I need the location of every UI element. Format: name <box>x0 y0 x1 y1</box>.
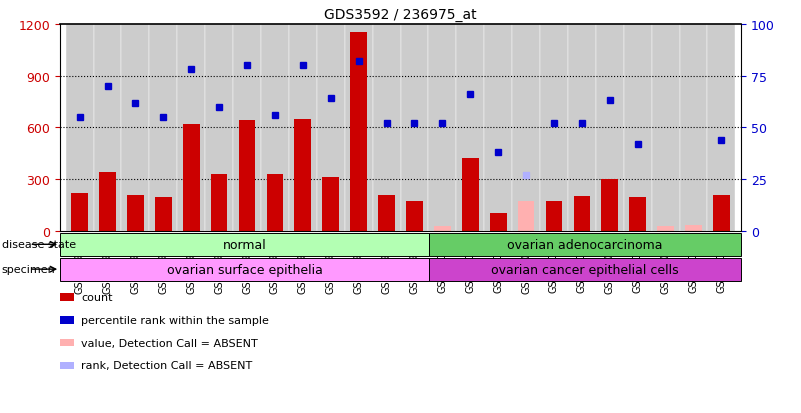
Bar <box>485 25 512 231</box>
Bar <box>289 25 316 231</box>
Text: specimen: specimen <box>2 264 55 275</box>
Bar <box>406 201 423 231</box>
Text: count: count <box>81 292 112 302</box>
Bar <box>489 213 506 231</box>
Text: rank, Detection Call = ABSENT: rank, Detection Call = ABSENT <box>81 361 252 370</box>
Bar <box>707 25 735 231</box>
Bar <box>685 225 702 231</box>
Bar <box>295 119 312 231</box>
Bar <box>457 25 485 231</box>
Bar <box>512 25 540 231</box>
Bar <box>60 258 429 281</box>
Bar <box>545 201 562 231</box>
Bar <box>624 25 652 231</box>
Bar <box>434 226 451 231</box>
Bar <box>122 25 149 231</box>
Bar <box>60 233 429 256</box>
Bar <box>322 178 339 231</box>
Bar <box>657 226 674 231</box>
Bar <box>99 173 116 231</box>
Bar <box>344 25 372 231</box>
Bar <box>568 25 596 231</box>
Text: ovarian adenocarcinoma: ovarian adenocarcinoma <box>507 238 662 251</box>
Bar <box>177 25 205 231</box>
Bar <box>372 25 400 231</box>
Bar <box>429 233 741 256</box>
Text: value, Detection Call = ABSENT: value, Detection Call = ABSENT <box>81 338 258 348</box>
Bar <box>205 25 233 231</box>
Bar <box>602 180 618 231</box>
Bar <box>350 33 367 231</box>
Bar <box>400 25 429 231</box>
Text: normal: normal <box>223 238 267 251</box>
Bar <box>71 193 88 231</box>
Bar <box>261 25 289 231</box>
Bar <box>155 198 171 231</box>
Bar <box>127 195 144 231</box>
Bar <box>630 198 646 231</box>
Bar <box>267 174 284 231</box>
Bar <box>596 25 624 231</box>
Bar <box>66 25 94 231</box>
Text: percentile rank within the sample: percentile rank within the sample <box>81 315 269 325</box>
Bar <box>462 159 479 231</box>
Bar <box>574 197 590 231</box>
Bar <box>517 201 534 231</box>
Bar <box>183 125 199 231</box>
Bar <box>239 121 256 231</box>
Bar <box>94 25 122 231</box>
Text: ovarian surface epithelia: ovarian surface epithelia <box>167 263 323 276</box>
Bar <box>233 25 261 231</box>
Title: GDS3592 / 236975_at: GDS3592 / 236975_at <box>324 8 477 22</box>
Bar <box>429 258 741 281</box>
Text: ovarian cancer epithelial cells: ovarian cancer epithelial cells <box>491 263 678 276</box>
Bar <box>316 25 344 231</box>
Bar <box>149 25 177 231</box>
Text: disease state: disease state <box>2 240 76 250</box>
Bar <box>713 196 730 231</box>
Bar <box>429 25 457 231</box>
Bar <box>378 195 395 231</box>
Bar <box>211 174 227 231</box>
Bar <box>679 25 707 231</box>
Bar <box>540 25 568 231</box>
Bar <box>652 25 679 231</box>
